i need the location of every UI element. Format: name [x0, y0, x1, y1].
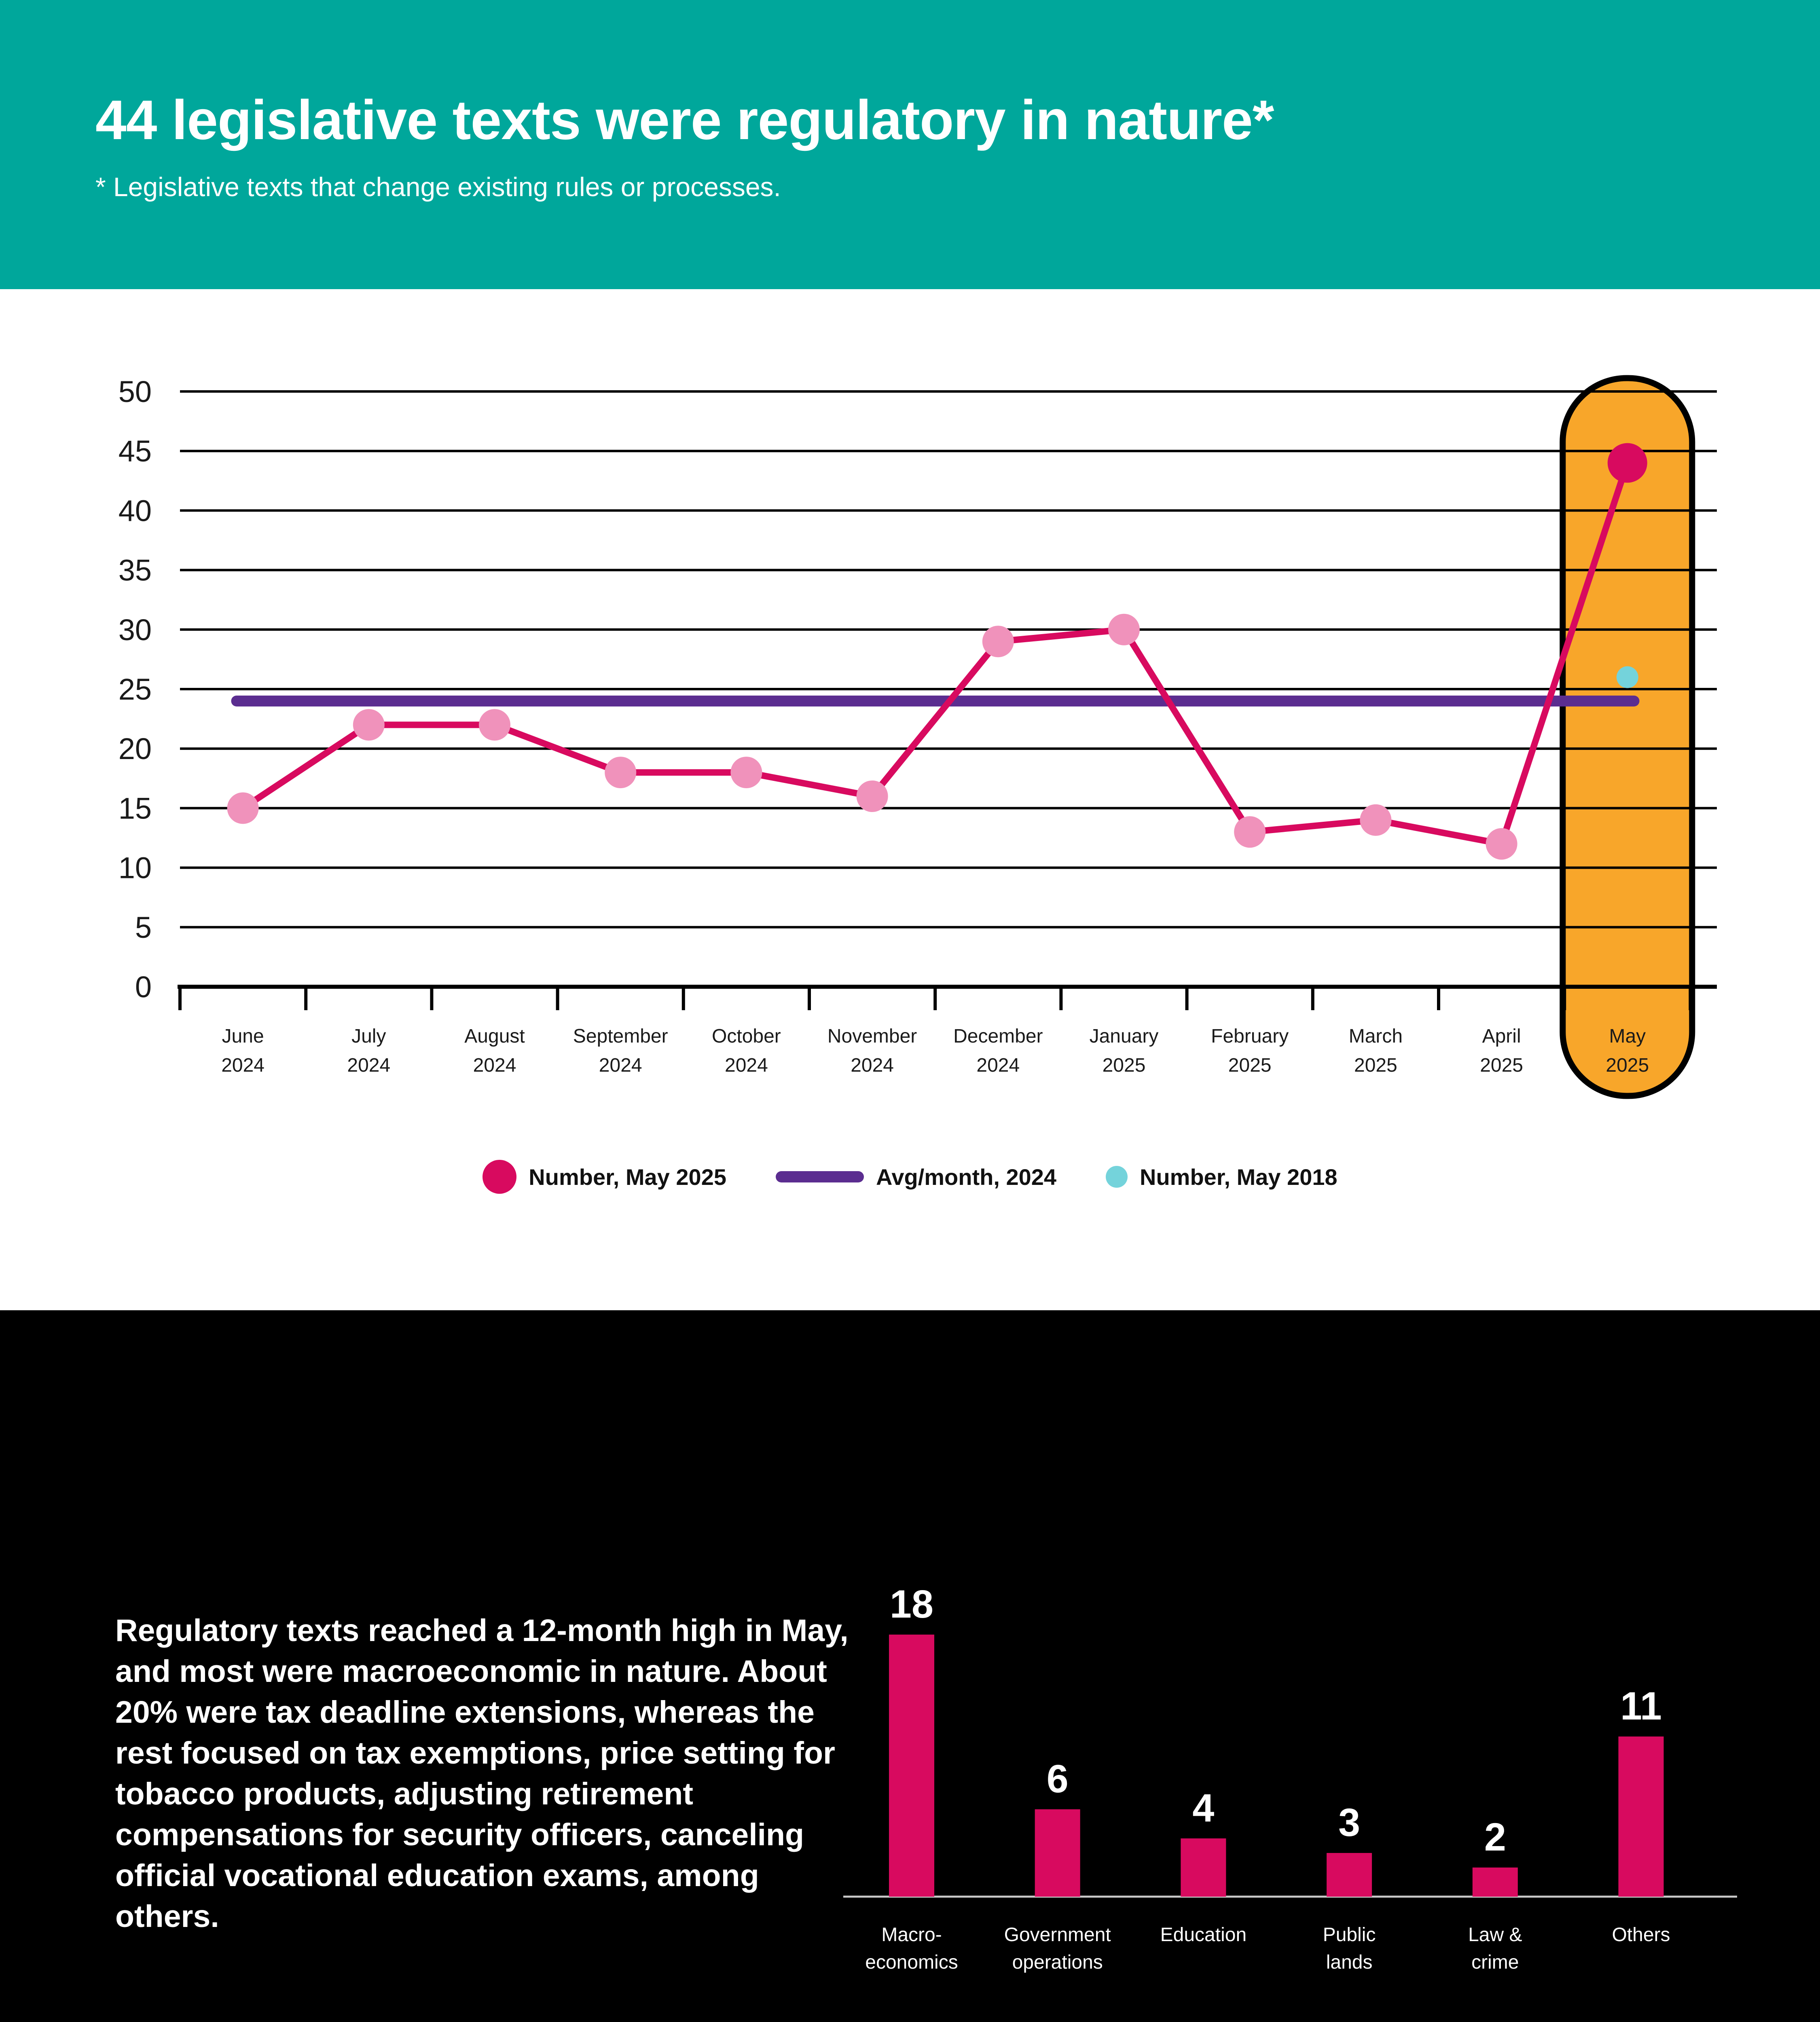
- y-tick-label-35: 35: [119, 554, 152, 587]
- header-band: 44 legislative texts were regulatory in …: [0, 0, 1820, 289]
- category-bar-chart: 18 Macro-economics 6 Government operations 4 E…: [843, 1582, 1737, 1973]
- x-tick-label-june-2024: June 2024: [221, 1026, 265, 1076]
- y-tick-label-25: 25: [119, 673, 152, 706]
- x-tick-label-may-2025: May 2025: [1606, 1026, 1649, 1076]
- data-point-february-2025: [1234, 816, 1266, 848]
- data-point-july-2024: [353, 709, 385, 741]
- bar-value-education: 4: [1192, 1786, 1214, 1830]
- bar-public-lands: [1327, 1853, 1372, 1897]
- legend-item-label: Number, May 2025: [529, 1164, 726, 1190]
- legend-item-label: Number, May 2018: [1140, 1164, 1337, 1190]
- bar-education: [1181, 1838, 1226, 1897]
- bar-label-macro-economics: Macro-economics: [865, 1924, 958, 1973]
- insight-text: Regulatory texts reached a 12-month high…: [115, 1613, 849, 1934]
- bar-label-government-operations: Government operations: [1004, 1924, 1111, 1973]
- bar-label-others: Others: [1612, 1924, 1670, 1946]
- legend-item-number-may-2025: Number, May 2025: [483, 1160, 726, 1194]
- bar-value-public-lands: 3: [1338, 1800, 1360, 1844]
- series-dot-swatch-icon: [483, 1160, 517, 1194]
- data-point-may-2025: [1607, 443, 1647, 483]
- y-tick-label-5: 5: [135, 911, 152, 944]
- legend-item-number-may-2018: Number, May 2018: [1106, 1164, 1337, 1190]
- y-tick-label-0: 0: [135, 970, 152, 1004]
- series-line-number-may-2025: [241, 462, 1631, 848]
- x-tick-label-august-2024: August 2024: [464, 1026, 525, 1076]
- page-subtitle: * Legislative texts that change existing…: [95, 172, 781, 202]
- bar-value-government-operations: 6: [1047, 1757, 1069, 1801]
- data-point-august-2024: [479, 709, 510, 741]
- y-tick-label-30: 30: [119, 613, 152, 647]
- bar-value-others: 11: [1620, 1684, 1662, 1728]
- chart-legend: Number, May 2025 Avg/month, 2024 Number,…: [0, 1160, 1820, 1194]
- data-point-november-2024: [856, 780, 888, 812]
- data-point-june-2024: [227, 792, 259, 824]
- y-tick-label-10: 10: [119, 851, 152, 885]
- reference-dot-swatch-icon: [1106, 1166, 1128, 1188]
- data-point-january-2025: [1108, 613, 1140, 645]
- data-point-october-2024: [730, 757, 762, 789]
- bar-label-law-crime: Law & crime: [1468, 1924, 1522, 1973]
- x-tick-label-march-2025: March 2025: [1349, 1026, 1403, 1076]
- x-tick-label-february-2025: February 2025: [1211, 1026, 1289, 1076]
- bar-government-operations: [1035, 1809, 1080, 1897]
- bar-value-law-crime: 2: [1484, 1815, 1506, 1859]
- page-title: 44 legislative texts were regulatory in …: [95, 89, 1274, 151]
- y-tick-label-40: 40: [119, 494, 152, 527]
- y-tick-label-50: 50: [119, 375, 152, 408]
- bar-law-crime: [1472, 1868, 1518, 1897]
- x-tick-label-april-2025: April 2025: [1480, 1026, 1523, 1076]
- data-point-april-2025: [1486, 828, 1517, 860]
- x-tick-label-december-2024: December 2024: [953, 1026, 1043, 1076]
- x-tick-label-november-2024: November 2024: [827, 1026, 917, 1076]
- x-tick-label-september-2024: September 2024: [573, 1026, 668, 1076]
- legend-item-label: Avg/month, 2024: [876, 1164, 1057, 1190]
- x-tick-label-july-2024: July 2024: [347, 1026, 390, 1076]
- data-point-march-2025: [1360, 804, 1392, 836]
- reference-point-may-2018: [1616, 666, 1638, 688]
- bar-label-education: Education: [1160, 1924, 1247, 1946]
- data-point-december-2024: [982, 626, 1014, 658]
- x-tick-label-october-2024: October 2024: [712, 1026, 781, 1076]
- x-tick-label-january-2025: January 2025: [1090, 1026, 1159, 1076]
- y-tick-label-15: 15: [119, 791, 152, 825]
- legend-item-avg-month-2024: Avg/month, 2024: [775, 1164, 1057, 1190]
- y-tick-label-20: 20: [119, 732, 152, 766]
- bar-others: [1618, 1736, 1664, 1897]
- bar-label-public-lands: Public lands: [1323, 1924, 1376, 1973]
- data-point-september-2024: [605, 757, 637, 789]
- monthly-line-chart: 0 5 10 15 20 25 30 35 40 45 50 June 2024 July 2024 Augu…: [119, 375, 1717, 1099]
- bar-macro-economics: [889, 1635, 934, 1897]
- insight-section: Regulatory texts reached a 12-month high…: [0, 1310, 1820, 2022]
- bar-value-macro-economics: 18: [890, 1582, 933, 1626]
- y-tick-label-45: 45: [119, 434, 152, 468]
- avg-line-swatch-icon: [775, 1171, 864, 1182]
